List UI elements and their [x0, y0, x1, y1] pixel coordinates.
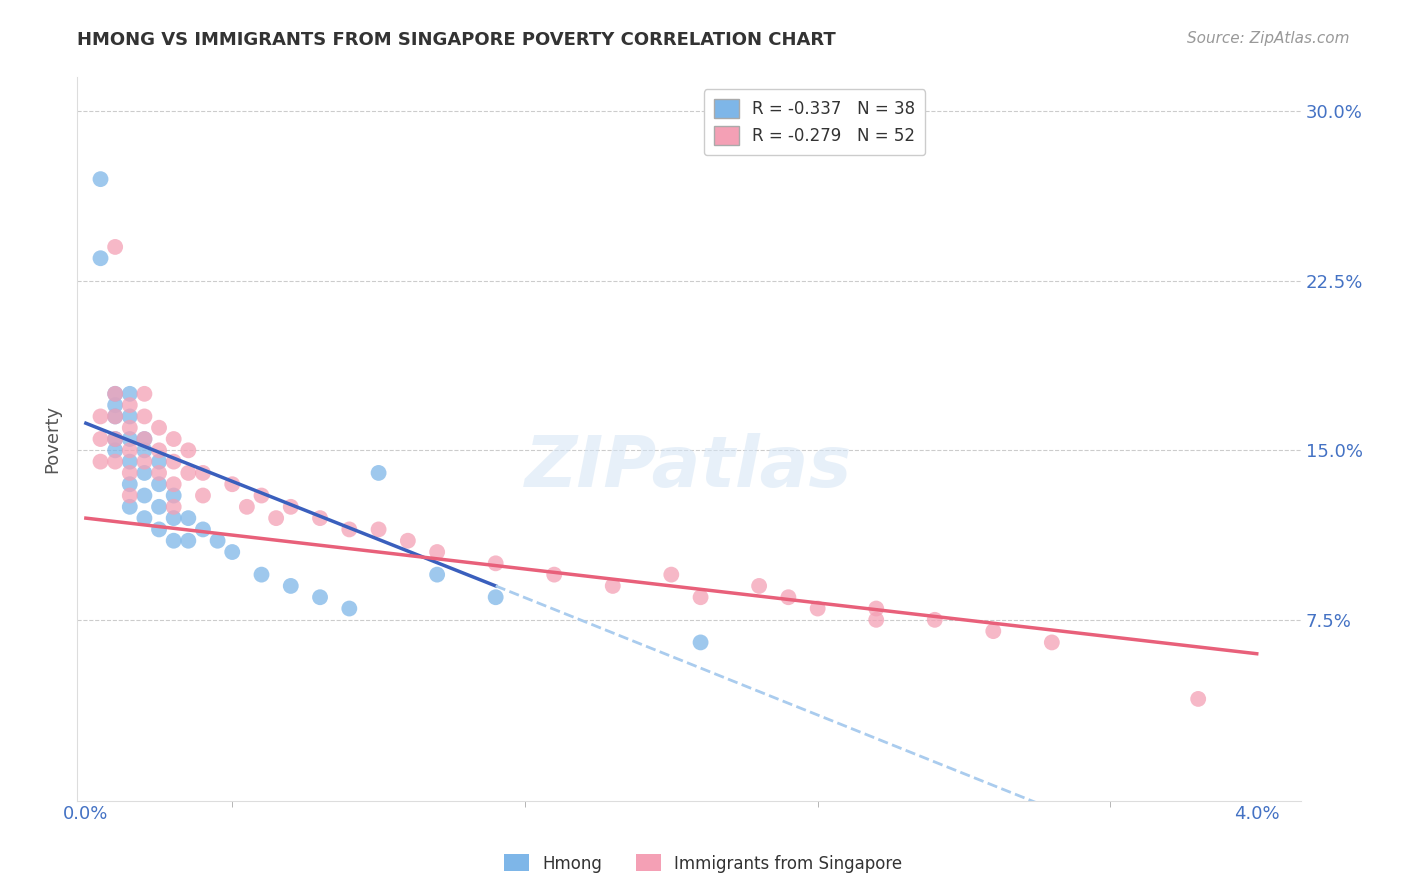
Point — [163, 489, 186, 503]
Point — [426, 545, 449, 559]
Point — [221, 477, 243, 491]
Point — [191, 466, 214, 480]
Point — [602, 579, 624, 593]
Point — [280, 500, 302, 514]
Point — [104, 387, 127, 401]
Text: Source: ZipAtlas.com: Source: ZipAtlas.com — [1187, 31, 1350, 46]
Point — [191, 523, 214, 537]
Point — [118, 489, 141, 503]
Point — [134, 511, 156, 525]
Point — [134, 432, 156, 446]
Point — [485, 557, 508, 571]
Point — [337, 523, 360, 537]
Legend: Hmong, Immigrants from Singapore: Hmong, Immigrants from Singapore — [498, 847, 908, 880]
Legend: R = -0.337   N = 38, R = -0.279   N = 52: R = -0.337 N = 38, R = -0.279 N = 52 — [704, 89, 925, 155]
Point — [163, 455, 186, 469]
Point — [543, 567, 565, 582]
Y-axis label: Poverty: Poverty — [44, 405, 60, 473]
Point — [177, 533, 200, 548]
Point — [748, 579, 770, 593]
Point — [118, 477, 141, 491]
Point — [778, 591, 800, 605]
Point — [865, 613, 887, 627]
Text: HMONG VS IMMIGRANTS FROM SINGAPORE POVERTY CORRELATION CHART: HMONG VS IMMIGRANTS FROM SINGAPORE POVER… — [77, 31, 837, 49]
Point — [689, 635, 711, 649]
Point — [236, 500, 259, 514]
Point — [659, 567, 682, 582]
Point — [1187, 692, 1209, 706]
Point — [163, 500, 186, 514]
Point — [163, 432, 186, 446]
Point — [191, 489, 214, 503]
Point — [118, 455, 141, 469]
Point — [134, 387, 156, 401]
Point — [134, 455, 156, 469]
Point — [148, 466, 170, 480]
Point — [104, 409, 127, 424]
Point — [89, 172, 111, 186]
Point — [367, 466, 389, 480]
Point — [148, 421, 170, 435]
Point — [134, 466, 156, 480]
Point — [148, 455, 170, 469]
Point — [177, 443, 200, 458]
Point — [118, 466, 141, 480]
Point — [104, 387, 127, 401]
Point — [89, 432, 111, 446]
Point — [396, 533, 419, 548]
Point — [1040, 635, 1063, 649]
Point — [177, 466, 200, 480]
Point — [689, 591, 711, 605]
Point — [134, 443, 156, 458]
Point — [426, 567, 449, 582]
Point — [981, 624, 1004, 639]
Point — [118, 421, 141, 435]
Point — [89, 455, 111, 469]
Point — [134, 409, 156, 424]
Point — [104, 398, 127, 412]
Point — [148, 500, 170, 514]
Point — [104, 455, 127, 469]
Point — [134, 489, 156, 503]
Point — [118, 432, 141, 446]
Point — [177, 511, 200, 525]
Point — [250, 489, 273, 503]
Point — [221, 545, 243, 559]
Point — [309, 511, 332, 525]
Point — [118, 398, 141, 412]
Point — [163, 511, 186, 525]
Point — [104, 409, 127, 424]
Point — [924, 613, 946, 627]
Point — [250, 567, 273, 582]
Point — [148, 477, 170, 491]
Point — [118, 387, 141, 401]
Point — [807, 601, 830, 615]
Point — [280, 579, 302, 593]
Point — [485, 591, 508, 605]
Point — [367, 523, 389, 537]
Point — [104, 432, 127, 446]
Point — [118, 443, 141, 458]
Point — [104, 240, 127, 254]
Text: ZIPatlas: ZIPatlas — [526, 434, 852, 502]
Point — [118, 500, 141, 514]
Point — [104, 443, 127, 458]
Point — [865, 601, 887, 615]
Point — [337, 601, 360, 615]
Point — [309, 591, 332, 605]
Point — [148, 443, 170, 458]
Point — [264, 511, 287, 525]
Point — [89, 252, 111, 266]
Point — [207, 533, 229, 548]
Point — [89, 409, 111, 424]
Point — [148, 523, 170, 537]
Point — [163, 533, 186, 548]
Point — [118, 409, 141, 424]
Point — [163, 477, 186, 491]
Point — [104, 432, 127, 446]
Point — [134, 432, 156, 446]
